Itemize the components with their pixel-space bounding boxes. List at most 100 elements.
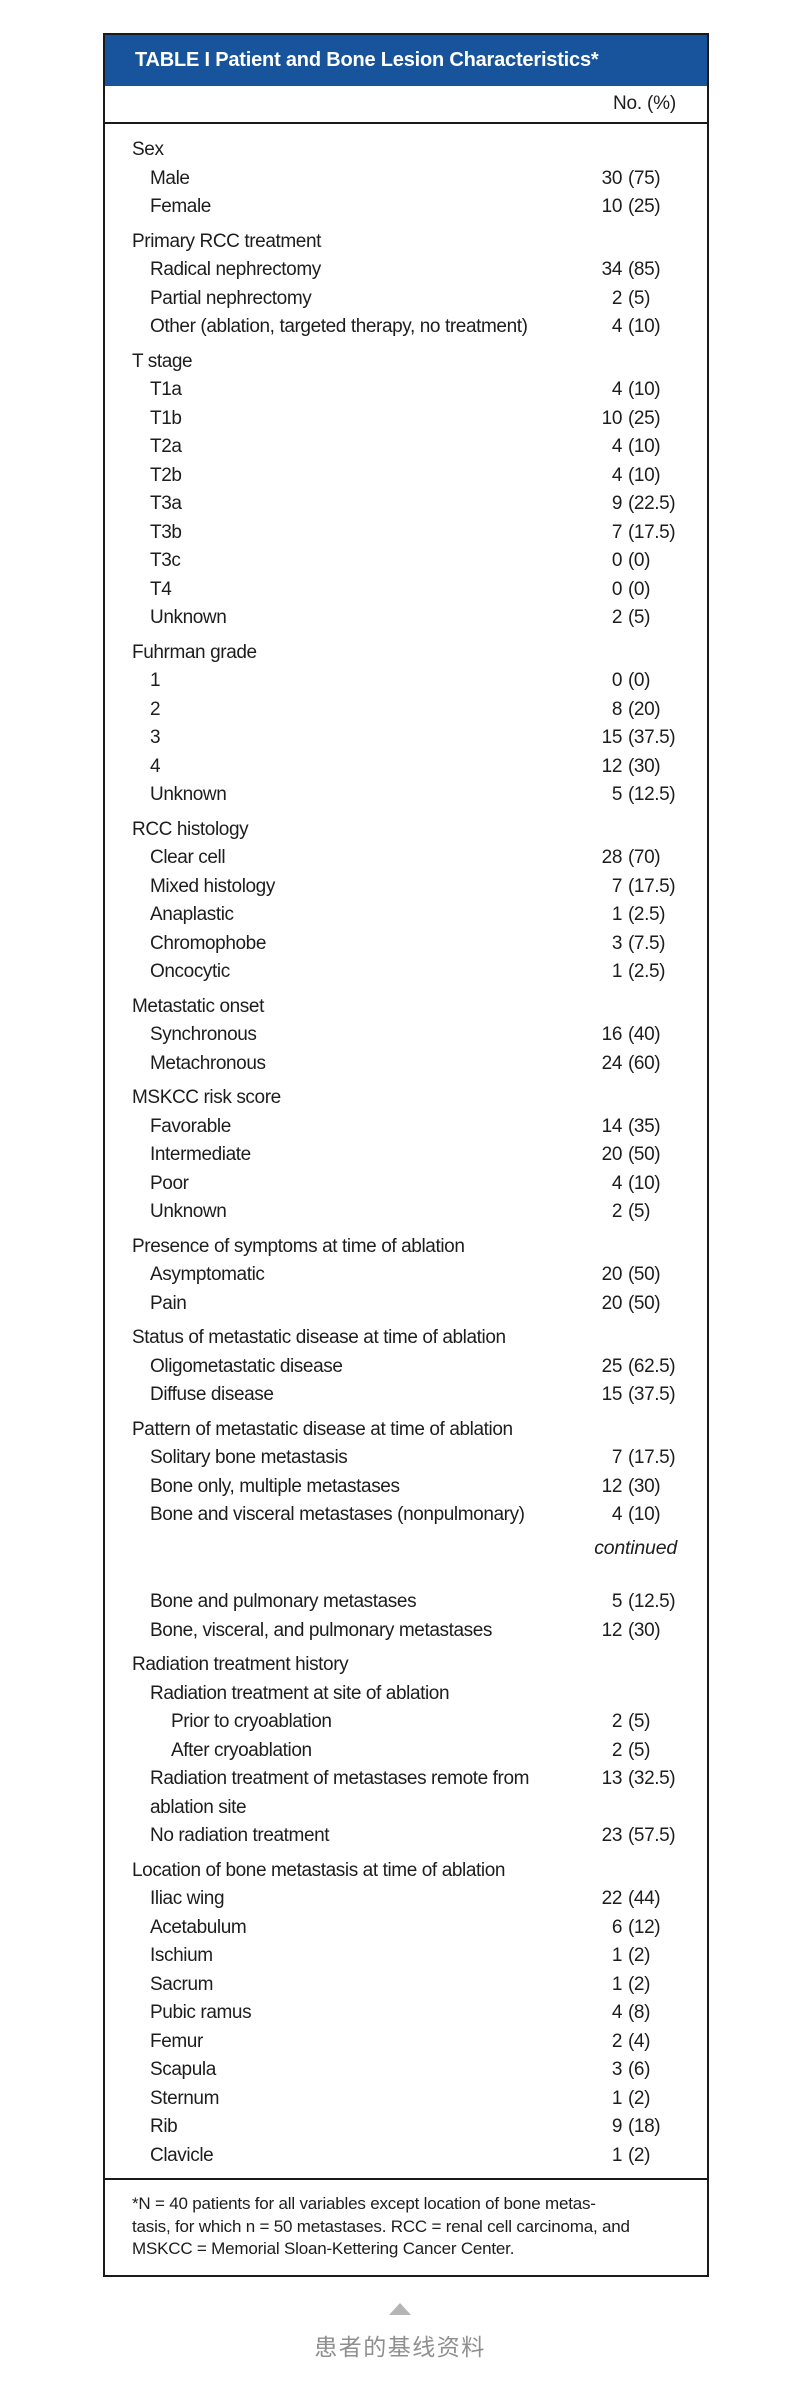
table-row: 4 12 (30) xyxy=(105,753,707,782)
row-label: Clear cell xyxy=(150,847,226,868)
row-label: Poor xyxy=(150,1172,189,1194)
table-body: Sex Male 30 (75) Female 10 (25) Primary RCC tre… xyxy=(105,124,707,2178)
row-label: T2a xyxy=(150,436,182,457)
row-value: 6 (12) xyxy=(611,1916,661,1938)
table-row: T3b 7 (17.5) xyxy=(105,519,707,548)
row-label: Intermediate xyxy=(150,1144,251,1165)
table-row: Radiation treatment at site of ablation xyxy=(105,1680,707,1709)
table-row: Rib 9 (18) xyxy=(105,2113,707,2142)
row-value: 8 (20) xyxy=(611,698,661,720)
row-value: 15 (37.5) xyxy=(601,1384,676,1405)
row-label: Scapula xyxy=(150,2059,216,2080)
row-label: Oncocytic xyxy=(150,961,230,982)
row-label: Ischium xyxy=(150,1945,213,1966)
row-label: Clavicle xyxy=(150,2144,214,2166)
row-value: 20 (50) xyxy=(601,1144,661,1165)
row-label: T stage xyxy=(132,350,193,372)
table-row: Anaplastic 1 (2.5) xyxy=(105,901,707,930)
table-row: Radical nephrectomy 34 (85) xyxy=(105,256,707,285)
table-row: Partial nephrectomy 2 (5) xyxy=(105,285,707,314)
row-value: 1 (2.5) xyxy=(611,904,666,925)
table-row: 2 8 (20) xyxy=(105,696,707,725)
row-value: 4 (8) xyxy=(611,2002,651,2023)
row-value: 30 (75) xyxy=(601,167,661,189)
collapse-triangle-icon[interactable] xyxy=(389,2303,411,2315)
row-value: 0 (0) xyxy=(611,550,651,571)
table-section-header: Primary RCC treatment xyxy=(105,228,707,257)
row-label: Unknown xyxy=(150,784,227,805)
row-value: 25 (62.5) xyxy=(601,1355,676,1377)
row-label: T1b xyxy=(150,407,182,429)
table-section-header: Pattern of metastatic disease at time of… xyxy=(105,1416,707,1445)
table-row: Ischium 1 (2) xyxy=(105,1942,707,1971)
row-value: 23 (57.5) xyxy=(601,1825,676,1846)
row-label: T1a xyxy=(150,379,182,400)
row-value: 16 (40) xyxy=(601,1024,661,1045)
row-value: 5 (12.5) xyxy=(611,1591,676,1612)
table-row: Mixed histology 7 (17.5) xyxy=(105,873,707,902)
row-label: T3a xyxy=(150,493,182,514)
row-label: 3 xyxy=(150,727,161,748)
row-label: Radiation treatment history xyxy=(132,1654,349,1675)
row-value: 20 (50) xyxy=(601,1292,661,1314)
row-value: 9 (22.5) xyxy=(611,493,676,514)
table-section-header: Status of metastatic disease at time of … xyxy=(105,1324,707,1353)
column-header-no-pct: No. (%) xyxy=(613,93,676,114)
row-label: No radiation treatment xyxy=(150,1825,330,1846)
row-value: 1 (2) xyxy=(611,1973,651,1995)
row-value: 7 (17.5) xyxy=(611,1447,676,1468)
table-section-header: Fuhrman grade xyxy=(105,639,707,668)
table-row: Clear cell 28 (70) xyxy=(105,844,707,873)
table-row: Bone, visceral, and pulmonary metastases… xyxy=(105,1617,707,1646)
table-section-header: Location of bone metastasis at time of a… xyxy=(105,1857,707,1886)
footnote-line: MSKCC = Memorial Sloan-Kettering Cancer … xyxy=(132,2239,515,2258)
table-row: T3c 0 (0) xyxy=(105,547,707,576)
table-row: Acetabulum 6 (12) xyxy=(105,1914,707,1943)
table-row: Oligometastatic disease 25 (62.5) xyxy=(105,1353,707,1382)
table-row: Scapula 3 (6) xyxy=(105,2056,707,2085)
table-row: Sacrum 1 (2) xyxy=(105,1971,707,2000)
row-value: 22 (44) xyxy=(601,1888,661,1909)
row-label: RCC histology xyxy=(132,818,249,840)
row-label: Rib xyxy=(150,2116,178,2137)
table-row: Pain 20 (50) xyxy=(105,1290,707,1319)
row-label: Synchronous xyxy=(150,1024,257,1045)
table-row: Radiation treatment of metastases remote… xyxy=(105,1765,707,1822)
table-row: Femur 2 (4) xyxy=(105,2028,707,2057)
table-row: T2a 4 (10) xyxy=(105,433,707,462)
row-label: 4 xyxy=(150,755,161,777)
row-label: Asymptomatic xyxy=(150,1264,265,1285)
table-row: T2b 4 (10) xyxy=(105,462,707,491)
table-section-header: Metastatic onset xyxy=(105,993,707,1022)
row-label: Diffuse disease xyxy=(150,1384,274,1405)
row-label: Radiation treatment at site of ablation xyxy=(150,1682,450,1704)
table-section-header: Presence of symptoms at time of ablation xyxy=(105,1233,707,1262)
table-row: No radiation treatment 23 (57.5) xyxy=(105,1822,707,1851)
row-label: T3b xyxy=(150,521,182,543)
table-title-bar: TABLE I Patient and Bone Lesion Characte… xyxy=(105,35,707,86)
row-label: Chromophobe xyxy=(150,932,267,954)
row-value: 5 (12.5) xyxy=(611,784,676,805)
table-title: TABLE I Patient and Bone Lesion Characte… xyxy=(135,49,599,71)
row-label: T2b xyxy=(150,464,182,486)
row-value: 0 (0) xyxy=(611,670,651,691)
row-value: 14 (35) xyxy=(601,1115,661,1137)
row-value: 7 (17.5) xyxy=(611,875,676,897)
table-section-header: T stage xyxy=(105,348,707,377)
row-label: Pubic ramus xyxy=(150,2002,252,2023)
continued-marker: continued xyxy=(594,1536,677,1559)
row-label: Primary RCC treatment xyxy=(132,230,322,252)
row-label: 1 xyxy=(150,670,161,691)
row-value: 10 (25) xyxy=(601,407,661,429)
footnote-line: tasis, for which n = 50 metastases. RCC … xyxy=(132,2216,630,2236)
row-label: Bone only, multiple metastases xyxy=(150,1475,400,1497)
table-row: Iliac wing 22 (44) xyxy=(105,1885,707,1914)
table-section-header: RCC histology xyxy=(105,816,707,845)
row-label: Femur xyxy=(150,2030,203,2052)
row-label: Pain xyxy=(150,1292,187,1314)
row-value: 2 (5) xyxy=(611,1711,651,1732)
table-row: Sternum 1 (2) xyxy=(105,2085,707,2114)
row-label: Solitary bone metastasis xyxy=(150,1447,348,1468)
row-label: Fuhrman grade xyxy=(132,641,257,663)
row-label: T4 xyxy=(150,578,172,600)
